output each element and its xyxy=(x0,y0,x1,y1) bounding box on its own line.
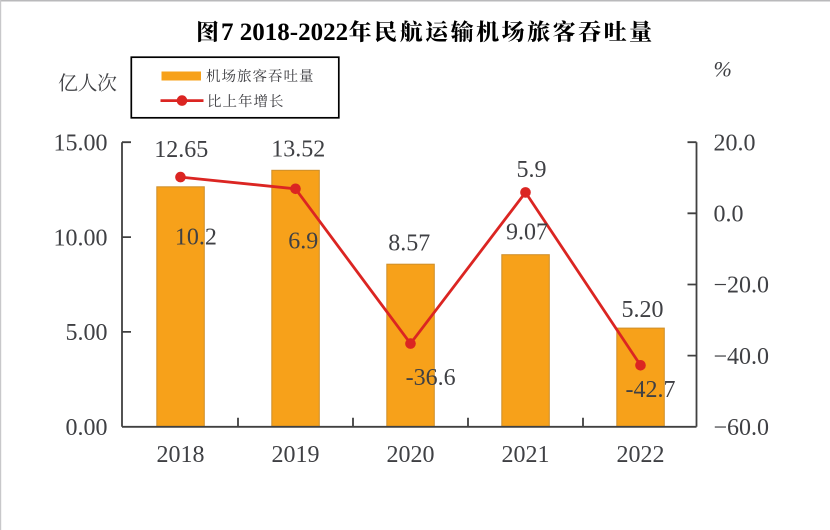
svg-text:2019: 2019 xyxy=(272,442,320,468)
svg-text:5.9: 5.9 xyxy=(517,157,547,183)
svg-text:%: % xyxy=(714,57,732,82)
svg-text:−40.0: −40.0 xyxy=(714,344,770,370)
svg-text:0.0: 0.0 xyxy=(714,202,744,228)
svg-text:5.00: 5.00 xyxy=(66,320,108,346)
svg-text:2020: 2020 xyxy=(387,442,435,468)
svg-text:8.57: 8.57 xyxy=(388,231,430,257)
svg-text:10.00: 10.00 xyxy=(54,225,108,251)
svg-text:0.00: 0.00 xyxy=(66,415,108,441)
svg-text:15.00: 15.00 xyxy=(54,130,108,156)
svg-text:20.0: 20.0 xyxy=(714,130,756,156)
svg-text:10.2: 10.2 xyxy=(175,225,217,251)
svg-text:2021: 2021 xyxy=(502,442,550,468)
svg-text:13.52: 13.52 xyxy=(271,137,325,163)
svg-text:7 2018-2022: 7 2018-2022 xyxy=(221,19,348,46)
svg-text:12.65: 12.65 xyxy=(154,137,208,163)
svg-text:6.9: 6.9 xyxy=(288,229,318,255)
svg-text:2022: 2022 xyxy=(617,442,665,468)
svg-text:2018: 2018 xyxy=(157,442,205,468)
svg-text:−20.0: −20.0 xyxy=(714,273,770,299)
svg-text:-42.7: -42.7 xyxy=(626,377,676,403)
svg-text:5.20: 5.20 xyxy=(622,297,664,323)
svg-text:−60.0: −60.0 xyxy=(714,415,770,441)
svg-text:-36.6: -36.6 xyxy=(406,365,456,391)
svg-text:9.07: 9.07 xyxy=(506,220,548,246)
